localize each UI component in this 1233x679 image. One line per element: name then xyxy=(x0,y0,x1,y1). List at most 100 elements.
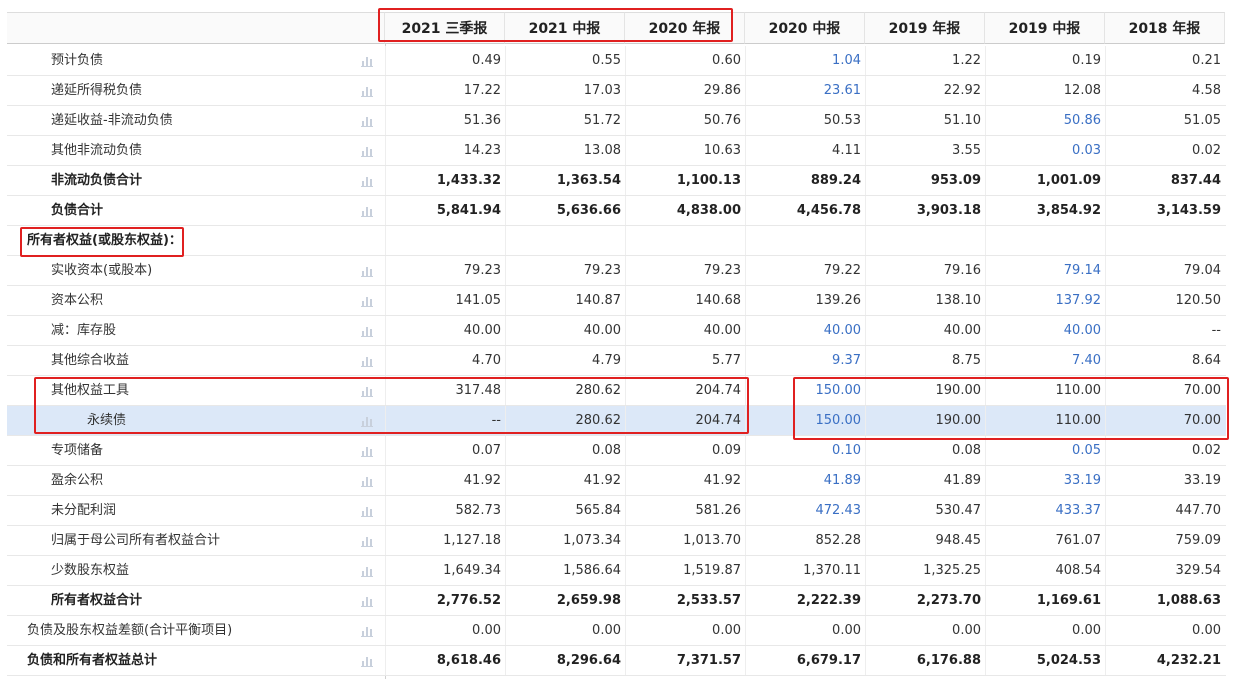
value-cell: 2,776.52 xyxy=(385,586,505,615)
column-header[interactable]: 2018 年报 xyxy=(1105,12,1225,44)
value-cell xyxy=(1105,226,1225,255)
value-cell: 0.21 xyxy=(1105,46,1225,75)
chart-icon[interactable] xyxy=(361,535,373,547)
row-label: 永续债 xyxy=(87,413,127,428)
column-header[interactable]: 2021 中报 xyxy=(505,12,625,44)
value-cell: 837.44 xyxy=(1105,166,1225,195)
chart-icon[interactable] xyxy=(361,505,373,517)
value-cell: 530.47 xyxy=(865,496,985,525)
value-cell[interactable]: 23.61 xyxy=(745,76,865,105)
value-cell: 50.76 xyxy=(625,106,745,135)
value-cell: 120.50 xyxy=(1105,286,1225,315)
value-cell: 447.70 xyxy=(1105,496,1225,525)
value-cell: 10.63 xyxy=(625,136,745,165)
value-cell: 79.04 xyxy=(1105,256,1225,285)
value-cell xyxy=(745,226,865,255)
value-cell: 0.00 xyxy=(865,616,985,645)
value-cell: 1,127.18 xyxy=(385,526,505,555)
value-cell: 4.11 xyxy=(745,136,865,165)
value-cell: 41.92 xyxy=(625,466,745,495)
column-header[interactable]: 2019 中报 xyxy=(985,12,1105,44)
chart-icon[interactable] xyxy=(361,55,373,67)
value-cell[interactable]: 50.86 xyxy=(985,106,1105,135)
column-header[interactable]: 2021 三季报 xyxy=(385,12,505,44)
chart-icon[interactable] xyxy=(361,475,373,487)
chart-icon[interactable] xyxy=(361,625,373,637)
table-row: 专项储备 0.07 0.08 0.09 0.10 0.08 0.05 0.02 xyxy=(7,436,1226,466)
row-label: 其他权益工具 xyxy=(51,383,130,398)
value-cell: 5.77 xyxy=(625,346,745,375)
value-cell[interactable]: 33.19 xyxy=(985,466,1105,495)
value-cell[interactable]: 0.05 xyxy=(985,436,1105,465)
chart-icon[interactable] xyxy=(361,145,373,157)
value-cell: 4.58 xyxy=(1105,76,1225,105)
row-label: 所有者权益(或股东权益)： xyxy=(27,233,182,248)
value-cell: 41.92 xyxy=(505,466,625,495)
chart-icon[interactable] xyxy=(361,205,373,217)
table-row: 归属于母公司所有者权益合计 1,127.18 1,073.34 1,013.70 852… xyxy=(7,526,1226,556)
chart-icon[interactable] xyxy=(361,325,373,337)
row-label: 预计负债 xyxy=(51,53,104,68)
value-cell[interactable]: 0.10 xyxy=(745,436,865,465)
value-cell: 29.86 xyxy=(625,76,745,105)
value-cell[interactable]: 150.00 xyxy=(745,406,865,435)
value-cell[interactable]: 472.43 xyxy=(745,496,865,525)
value-cell: 1,088.63 xyxy=(1105,586,1225,615)
chart-icon[interactable] xyxy=(361,385,373,397)
value-cell[interactable]: 40.00 xyxy=(985,316,1105,345)
row-label: 资本公积 xyxy=(51,293,104,308)
value-cell: 1,433.32 xyxy=(385,166,505,195)
value-cell: 0.02 xyxy=(1105,136,1225,165)
value-cell[interactable]: 0.03 xyxy=(985,136,1105,165)
value-cell[interactable]: 137.92 xyxy=(985,286,1105,315)
chart-icon[interactable] xyxy=(361,595,373,607)
chart-icon[interactable] xyxy=(361,565,373,577)
value-cell: 79.23 xyxy=(505,256,625,285)
row-label: 负债及股东权益差额(合计平衡项目) xyxy=(27,623,233,638)
chart-icon[interactable] xyxy=(361,175,373,187)
value-cell xyxy=(985,226,1105,255)
value-cell[interactable]: 150.00 xyxy=(745,376,865,405)
chart-icon[interactable] xyxy=(361,265,373,277)
chart-icon[interactable] xyxy=(361,355,373,367)
value-cell: 140.68 xyxy=(625,286,745,315)
value-cell: 1,013.70 xyxy=(625,526,745,555)
table-row: 永续债 -- 280.62 204.74 150.00 190.00 110.00 70.00 xyxy=(7,406,1226,436)
value-cell: 2,659.98 xyxy=(505,586,625,615)
value-cell[interactable]: 433.37 xyxy=(985,496,1105,525)
value-cell[interactable]: 79.14 xyxy=(985,256,1105,285)
column-header[interactable]: 2020 年报 xyxy=(625,12,745,44)
table-row: 负债和所有者权益总计 8,618.46 8,296.64 7,371.57 6,679.… xyxy=(7,646,1226,676)
value-cell: 6,176.88 xyxy=(865,646,985,675)
value-cell[interactable]: 40.00 xyxy=(745,316,865,345)
value-cell: 1.22 xyxy=(865,46,985,75)
row-label: 专项储备 xyxy=(51,443,104,458)
value-cell: 953.09 xyxy=(865,166,985,195)
value-cell: 4.79 xyxy=(505,346,625,375)
row-label: 盈余公积 xyxy=(51,473,104,488)
value-cell: -- xyxy=(385,406,505,435)
value-cell: 8,618.46 xyxy=(385,646,505,675)
chart-icon[interactable] xyxy=(361,415,373,427)
value-cell: 582.73 xyxy=(385,496,505,525)
chart-icon[interactable] xyxy=(361,295,373,307)
value-cell[interactable]: 7.40 xyxy=(985,346,1105,375)
value-cell: 1,001.09 xyxy=(985,166,1105,195)
table-row: 盈余公积 41.92 41.92 41.92 41.89 41.89 33.19 33.19 xyxy=(7,466,1226,496)
value-cell: 0.49 xyxy=(385,46,505,75)
chart-icon[interactable] xyxy=(361,115,373,127)
value-cell[interactable]: 1.04 xyxy=(745,46,865,75)
chart-icon[interactable] xyxy=(361,445,373,457)
chart-icon[interactable] xyxy=(361,85,373,97)
value-cell: 4,838.00 xyxy=(625,196,745,225)
value-cell[interactable]: 9.37 xyxy=(745,346,865,375)
chart-icon[interactable] xyxy=(361,655,373,667)
row-label: 实收资本(或股本) xyxy=(51,263,153,278)
value-cell: 22.92 xyxy=(865,76,985,105)
column-header[interactable]: 2020 中报 xyxy=(745,12,865,44)
value-cell: 0.55 xyxy=(505,46,625,75)
value-cell: 0.02 xyxy=(1105,436,1225,465)
value-cell: 1,586.64 xyxy=(505,556,625,585)
column-header[interactable]: 2019 年报 xyxy=(865,12,985,44)
value-cell[interactable]: 41.89 xyxy=(745,466,865,495)
